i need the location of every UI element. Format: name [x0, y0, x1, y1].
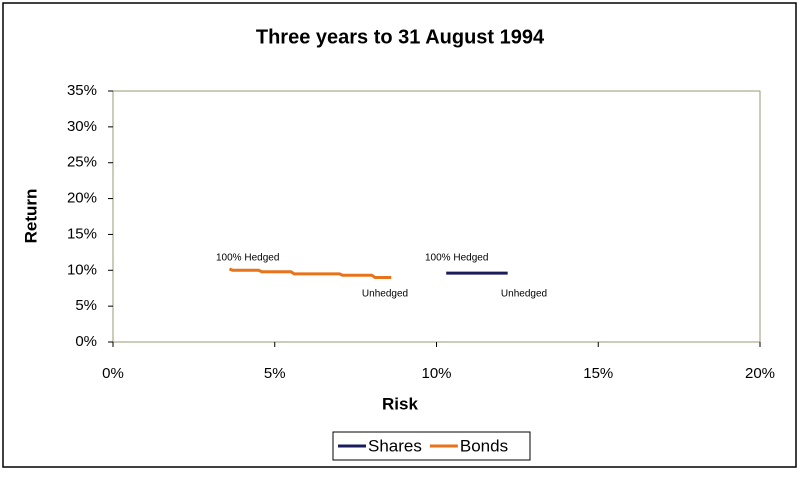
y-tick-label: 5%	[75, 297, 97, 314]
x-axis-label: Risk	[382, 394, 418, 413]
x-tick-label: 15%	[583, 365, 613, 382]
annotation: Unhedged	[501, 289, 547, 300]
legend-label: Shares	[368, 436, 422, 455]
y-tick-label: 10%	[67, 261, 97, 278]
annotation: Unhedged	[362, 289, 408, 300]
annotation: 100% Hedged	[216, 253, 279, 264]
y-tick-label: 20%	[67, 190, 97, 207]
x-tick-label: 0%	[102, 365, 124, 382]
series-line	[228, 267, 392, 279]
y-tick-label: 35%	[67, 82, 97, 99]
x-tick-label: 5%	[264, 365, 286, 382]
y-axis-label: Return	[21, 189, 40, 244]
x-tick-label: 20%	[745, 365, 775, 382]
legend-label: Bonds	[460, 436, 508, 455]
chart-title: Three years to 31 August 1994	[256, 26, 545, 48]
plot-area	[112, 90, 761, 343]
annotation: 100% Hedged	[425, 253, 488, 264]
y-tick-label: 0%	[75, 333, 97, 350]
y-tick-label: 30%	[67, 118, 97, 135]
y-tick-label: 25%	[67, 154, 97, 171]
y-tick-label: 15%	[67, 225, 97, 242]
x-tick-label: 10%	[421, 365, 451, 382]
